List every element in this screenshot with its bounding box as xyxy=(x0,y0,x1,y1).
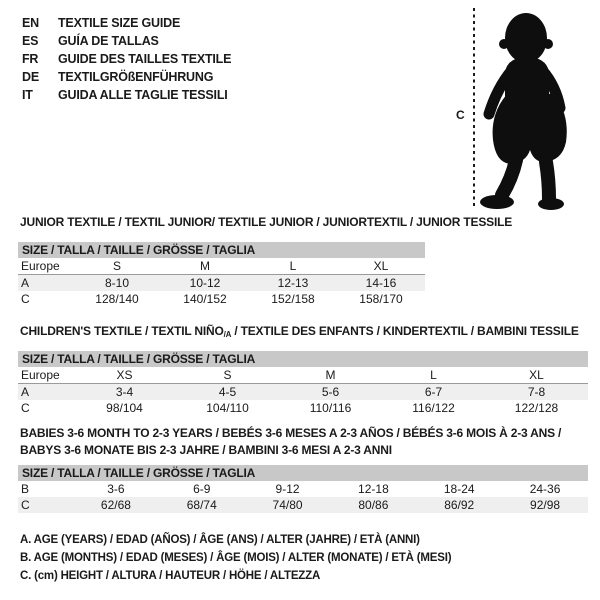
table-cell: 24-36 xyxy=(529,482,561,496)
language-row-fr: FR GUIDE DES TAILLES TEXTILE xyxy=(22,50,231,68)
row-label: B xyxy=(21,482,30,496)
column-header-row: Europe XS S M L XL xyxy=(18,367,588,384)
table-cell: 7-8 xyxy=(527,385,546,399)
baby-silhouette-icon xyxy=(473,8,567,210)
language-code: DE xyxy=(22,70,39,84)
table-row-c: C 128/140 140/152 152/158 158/170 xyxy=(18,291,425,307)
row-label: C xyxy=(21,292,30,306)
table-cell: 128/140 xyxy=(95,292,139,306)
children-table: SIZE / TALLA / TAILLE / GRÖSSE / TAGLIA … xyxy=(18,351,588,416)
table-cell: 6-9 xyxy=(193,482,211,496)
table-row-c: C 98/104 104/110 110/116 116/122 122/128 xyxy=(18,400,588,416)
language-code: FR xyxy=(22,52,39,66)
table-cell: 116/122 xyxy=(412,401,455,415)
babies-section-title: BABIES 3-6 MONTH TO 2-3 YEARS / BEBÉS 3-… xyxy=(20,425,561,459)
region-label: Europe xyxy=(21,259,60,273)
table-cell: 92/98 xyxy=(530,498,561,512)
size-column-header: M xyxy=(200,259,210,273)
table-cell: 104/110 xyxy=(206,401,249,415)
footnote-a: A. AGE (YEARS) / EDAD (AÑOS) / ÂGE (ANS)… xyxy=(20,534,420,546)
language-code: IT xyxy=(22,88,33,102)
table-cell: 68/74 xyxy=(186,498,217,512)
table-cell: 9-12 xyxy=(275,482,300,496)
height-measure-label: C xyxy=(456,108,465,122)
table-cell: 4-5 xyxy=(218,385,237,399)
title-text: / TEXTILE DES ENFANTS / KINDERTEXTIL / B… xyxy=(231,324,579,338)
table-cell: 140/152 xyxy=(183,292,227,306)
table-cell: 62/68 xyxy=(100,498,131,512)
table-row-a: A 8-10 10-12 12-13 14-16 xyxy=(18,275,425,291)
table-cell: 74/80 xyxy=(272,498,303,512)
children-section-title: CHILDREN'S TEXTILE / TEXTIL NIÑO/A / TEX… xyxy=(20,324,579,339)
size-column-header: S xyxy=(223,368,232,382)
junior-table: SIZE / TALLA / TAILLE / GRÖSSE / TAGLIA … xyxy=(18,242,425,307)
language-row-en: EN TEXTILE SIZE GUIDE xyxy=(22,14,231,32)
language-row-es: ES GUÍA DE TALLAS xyxy=(22,32,231,50)
table-cell: 158/170 xyxy=(359,292,403,306)
footnote-c: C. (cm) HEIGHT / ALTURA / HAUTEUR / HÖHE… xyxy=(20,570,321,582)
size-column-header: L xyxy=(430,368,437,382)
size-column-header: S xyxy=(112,259,121,273)
table-cell: 152/158 xyxy=(271,292,315,306)
table-cell: 110/116 xyxy=(309,401,352,415)
babies-table: SIZE / TALLA / TAILLE / GRÖSSE / TAGLIA … xyxy=(18,465,588,513)
table-cell: 12-13 xyxy=(277,276,309,290)
size-column-header: M xyxy=(325,368,336,382)
row-label: A xyxy=(21,385,30,399)
language-row-de: DE TEXTILGRÖßENFÜHRUNG xyxy=(22,68,231,86)
title-text: CHILDREN'S TEXTILE / TEXTIL NIÑO xyxy=(20,324,224,338)
table-cell: 6-7 xyxy=(424,385,443,399)
language-title: TEXTILE SIZE GUIDE xyxy=(58,16,181,30)
row-label: A xyxy=(21,276,30,290)
table-cell: 98/104 xyxy=(106,401,143,415)
junior-section-title: JUNIOR TEXTILE / TEXTIL JUNIOR/ TEXTILE … xyxy=(20,215,513,229)
table-cell: 3-6 xyxy=(107,482,125,496)
footnote-legend: A. AGE (YEARS) / EDAD (AÑOS) / ÂGE (ANS)… xyxy=(20,531,452,585)
table-cell: 18-24 xyxy=(443,482,475,496)
table-row-b: B 3-6 6-9 9-12 12-18 18-24 24-36 xyxy=(18,481,588,497)
footnote-b: B. AGE (MONTHS) / EDAD (MESES) / ÂGE (MO… xyxy=(20,552,452,564)
size-column-header: XL xyxy=(529,368,544,382)
table-cell: 14-16 xyxy=(365,276,397,290)
language-title: TEXTILGRÖßENFÜHRUNG xyxy=(58,70,214,84)
title-line-2: BABYS 3-6 MONATE BIS 2-3 JAHRE / BAMBINI… xyxy=(20,443,392,457)
size-header-bar: SIZE / TALLA / TAILLE / GRÖSSE / TAGLIA xyxy=(18,242,425,258)
language-title: GUIDE DES TAILLES TEXTILE xyxy=(58,52,232,66)
table-cell: 80/86 xyxy=(358,498,389,512)
language-code: ES xyxy=(22,34,39,48)
table-cell: 10-12 xyxy=(189,276,221,290)
language-title-list: EN TEXTILE SIZE GUIDE ES GUÍA DE TALLAS … xyxy=(22,14,231,104)
table-cell: 5-6 xyxy=(321,385,340,399)
column-header-row: Europe S M L XL xyxy=(18,258,425,275)
language-row-it: IT GUIDA ALLE TAGLIE TESSILI xyxy=(22,86,231,104)
size-column-header: XL xyxy=(373,259,389,273)
language-title: GUIDA ALLE TAGLIE TESSILI xyxy=(58,88,228,102)
table-cell: 122/128 xyxy=(514,401,559,415)
size-header-bar: SIZE / TALLA / TAILLE / GRÖSSE / TAGLIA xyxy=(18,465,588,481)
table-cell: 12-18 xyxy=(358,482,389,496)
size-column-header: L xyxy=(289,259,297,273)
title-subscript: /A xyxy=(223,330,232,339)
title-line-1: BABIES 3-6 MONTH TO 2-3 YEARS / BEBÉS 3-… xyxy=(20,426,562,440)
table-row-c: C 62/68 68/74 74/80 80/86 86/92 92/98 xyxy=(18,497,588,513)
table-cell: 86/92 xyxy=(444,498,475,512)
table-row-a: A 3-4 4-5 5-6 6-7 7-8 xyxy=(18,384,588,400)
baby-silhouette-limbs xyxy=(483,64,566,206)
row-label: C xyxy=(21,401,30,415)
table-cell: 3-4 xyxy=(115,385,134,399)
size-column-header: XS xyxy=(116,368,133,382)
table-cell: 8-10 xyxy=(104,276,130,290)
row-label: C xyxy=(21,498,30,512)
region-label: Europe xyxy=(21,368,60,382)
language-title: GUÍA DE TALLAS xyxy=(58,34,159,48)
size-header-bar: SIZE / TALLA / TAILLE / GRÖSSE / TAGLIA xyxy=(18,351,588,367)
language-code: EN xyxy=(22,16,39,30)
